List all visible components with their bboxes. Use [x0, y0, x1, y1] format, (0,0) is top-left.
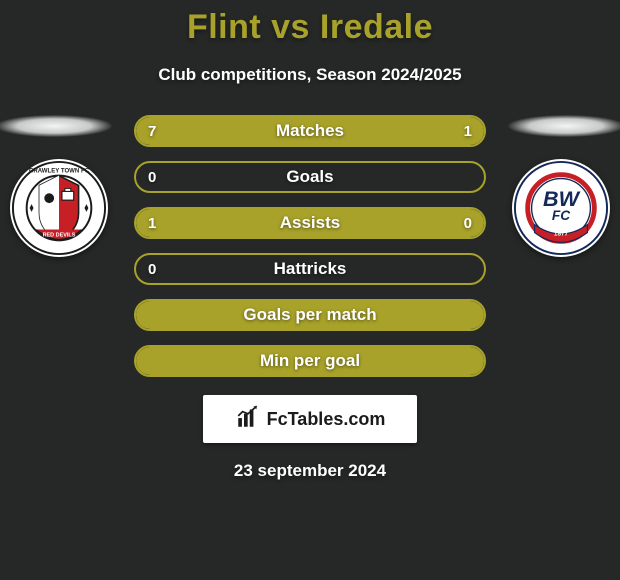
stat-bar: 0Goals [134, 161, 486, 193]
name-halo-left [0, 115, 112, 137]
bar-label: Min per goal [136, 347, 484, 375]
stat-bar: 71Matches [134, 115, 486, 147]
brand-text: FcTables.com [267, 409, 386, 430]
crest-bolton-icon: BW FC 1877 [512, 159, 610, 257]
stat-bar: Goals per match [134, 299, 486, 331]
page-title: Flint vs Iredale [0, 0, 620, 47]
brand-chart-icon [235, 404, 261, 435]
bar-label: Hattricks [136, 255, 484, 283]
svg-text:RED DEVILS: RED DEVILS [43, 232, 76, 238]
svg-text:CRAWLEY TOWN FC: CRAWLEY TOWN FC [29, 169, 90, 175]
comparison-row: CRAWLEY TOWN FC RED DEVILS 71Matches 0Goa… [0, 115, 620, 377]
right-player-column: BW FC 1877 [486, 115, 606, 257]
page-subtitle: Club competitions, Season 2024/2025 [0, 65, 620, 85]
stat-bar: 10Assists [134, 207, 486, 239]
footer-date: 23 september 2024 [0, 461, 620, 481]
left-player-column: CRAWLEY TOWN FC RED DEVILS [14, 115, 134, 257]
stat-bar: Min per goal [134, 345, 486, 377]
crest-crawley-icon: CRAWLEY TOWN FC RED DEVILS [10, 159, 108, 257]
brand-chip: FcTables.com [203, 395, 417, 443]
stat-bar: 0Hattricks [134, 253, 486, 285]
bar-label: Matches [136, 117, 484, 145]
bar-label: Assists [136, 209, 484, 237]
bar-label: Goals per match [136, 301, 484, 329]
name-halo-right [508, 115, 620, 137]
stat-bars: 71Matches 0Goals 10Assists 0Hattricks Goals … [134, 115, 486, 377]
svg-text:1877: 1877 [554, 230, 569, 237]
svg-text:FC: FC [552, 208, 571, 223]
bar-label: Goals [136, 163, 484, 191]
